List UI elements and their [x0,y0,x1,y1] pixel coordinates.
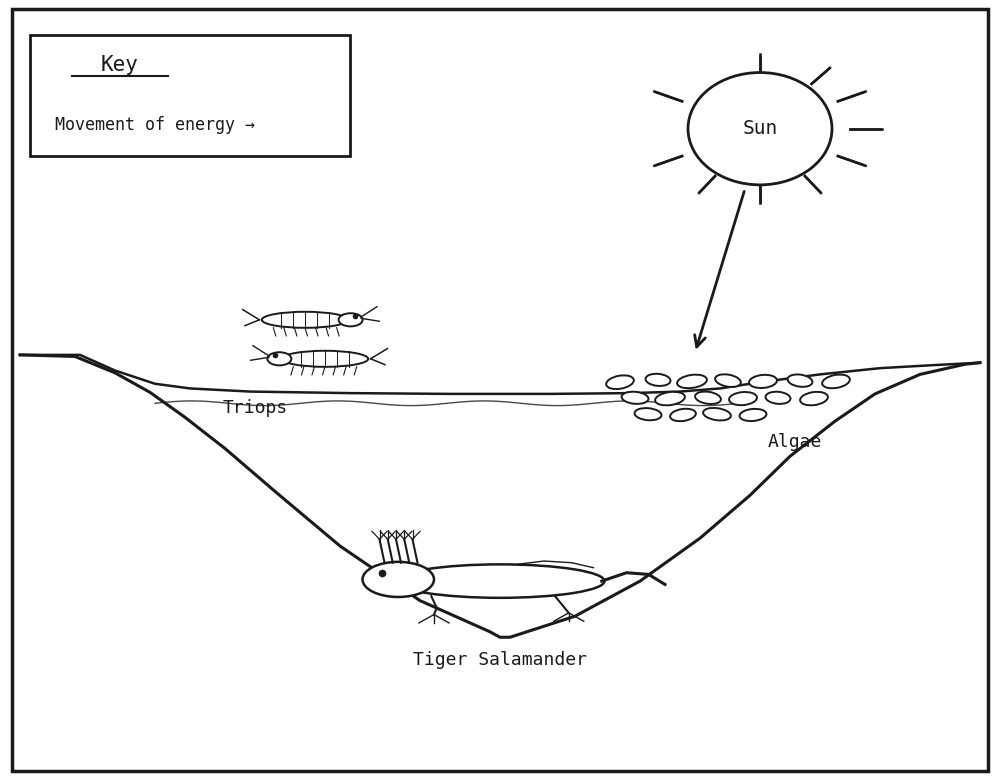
Text: Key: Key [101,55,139,75]
Ellipse shape [677,374,707,388]
Ellipse shape [749,375,777,388]
Ellipse shape [262,312,348,328]
Ellipse shape [729,392,757,405]
Text: Sun: Sun [742,119,778,138]
Ellipse shape [715,374,741,387]
Ellipse shape [267,353,291,365]
Ellipse shape [822,374,850,388]
Bar [30,35,350,156]
Ellipse shape [703,408,731,420]
Text: Movement of energy →: Movement of energy → [55,115,255,134]
Ellipse shape [688,73,832,185]
Ellipse shape [622,392,648,404]
Ellipse shape [396,565,604,597]
Ellipse shape [339,314,363,326]
Ellipse shape [646,374,670,386]
Ellipse shape [635,408,661,420]
Ellipse shape [362,562,434,597]
Text: Triops: Triops [222,399,288,417]
Ellipse shape [695,392,721,404]
Ellipse shape [282,351,368,367]
Text: Algae: Algae [768,433,822,451]
Ellipse shape [788,374,812,387]
Text: Tiger Salamander: Tiger Salamander [413,651,587,669]
Ellipse shape [800,392,828,406]
Ellipse shape [655,392,685,406]
Ellipse shape [670,409,696,421]
Ellipse shape [766,392,790,404]
Ellipse shape [606,375,634,389]
Ellipse shape [740,409,766,421]
